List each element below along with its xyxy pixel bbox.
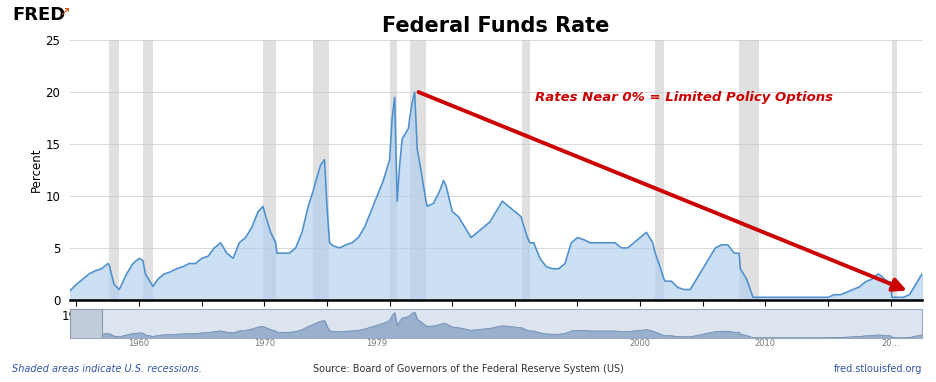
Bar <box>109 40 119 300</box>
Text: FRED: FRED <box>12 6 66 24</box>
Text: Source: Board of Governors of the Federal Reserve System (US): Source: Board of Governors of the Federa… <box>313 364 623 374</box>
Bar <box>314 40 329 300</box>
Y-axis label: Percent: Percent <box>30 148 43 192</box>
Text: Rates Near 0% = Limited Policy Options: Rates Near 0% = Limited Policy Options <box>535 91 833 104</box>
Bar <box>892 40 897 300</box>
Text: Shaded areas indicate U.S. recessions.: Shaded areas indicate U.S. recessions. <box>12 364 202 374</box>
Bar <box>655 40 664 300</box>
Bar <box>389 40 397 300</box>
Bar <box>522 40 530 300</box>
Bar <box>70 309 101 338</box>
Bar <box>143 40 153 300</box>
Text: fred.stlouisfed.org: fred.stlouisfed.org <box>834 364 922 374</box>
Text: ↗: ↗ <box>59 6 69 19</box>
Bar <box>410 40 426 300</box>
Title: Federal Funds Rate: Federal Funds Rate <box>383 16 609 36</box>
Bar <box>263 40 275 300</box>
Bar <box>739 40 759 300</box>
